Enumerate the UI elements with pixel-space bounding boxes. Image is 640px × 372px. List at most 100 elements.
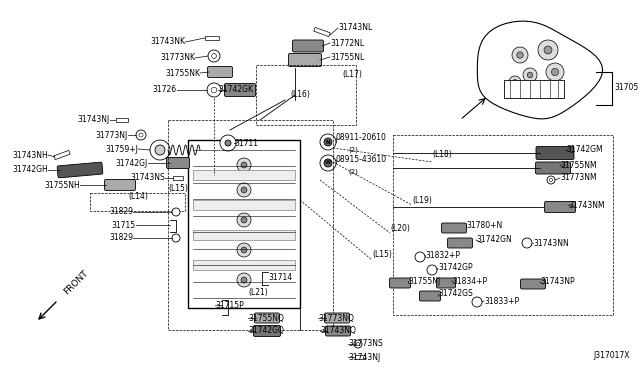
FancyBboxPatch shape [326,326,351,336]
Text: (L15): (L15) [372,250,392,260]
Text: 31773NK: 31773NK [160,54,195,62]
FancyBboxPatch shape [253,326,280,337]
Bar [504,80,564,98]
Text: 31715P: 31715P [215,301,244,310]
Bar [54,150,70,160]
Text: (L14): (L14) [128,192,148,202]
Circle shape [241,247,247,253]
Bar [193,200,295,210]
Circle shape [427,265,437,275]
Circle shape [415,252,425,262]
Circle shape [547,176,555,184]
Circle shape [241,217,247,223]
Bar [168,120,333,330]
Circle shape [544,46,552,54]
Text: 31714: 31714 [268,273,292,282]
Text: J317017X: J317017X [593,352,630,360]
Bar [193,170,295,180]
Circle shape [237,213,251,227]
Text: 31743NL: 31743NL [338,23,372,32]
Text: (L17): (L17) [342,71,362,80]
Text: 31743NH: 31743NH [12,151,48,160]
Circle shape [354,340,362,348]
Circle shape [225,140,231,146]
FancyBboxPatch shape [225,83,255,96]
Circle shape [523,68,537,82]
Text: 31742GQ: 31742GQ [248,327,284,336]
Circle shape [241,187,247,193]
FancyBboxPatch shape [536,162,570,174]
Circle shape [512,47,528,63]
FancyBboxPatch shape [419,291,440,301]
Circle shape [324,159,332,167]
Circle shape [320,134,336,150]
Text: 31711: 31711 [234,138,258,148]
Circle shape [207,83,221,97]
Circle shape [212,54,216,58]
Bar [314,28,330,36]
FancyBboxPatch shape [324,313,349,323]
FancyBboxPatch shape [390,278,410,288]
Circle shape [237,183,251,197]
Text: 31743NP: 31743NP [540,278,575,286]
Circle shape [522,238,532,248]
Bar [193,260,295,270]
Bar [393,135,613,315]
Bar [355,355,365,359]
Text: (L21): (L21) [248,288,268,296]
FancyBboxPatch shape [442,223,467,233]
Text: 31773NM: 31773NM [560,173,596,183]
Circle shape [241,162,247,168]
FancyBboxPatch shape [292,40,323,52]
Circle shape [356,342,360,346]
Text: 31726: 31726 [153,86,177,94]
Circle shape [150,140,170,160]
Circle shape [509,76,521,88]
Text: 31743NQ: 31743NQ [320,327,356,336]
Text: 31742GN: 31742GN [476,235,512,244]
Text: 31832+P: 31832+P [425,250,460,260]
Circle shape [538,40,558,60]
FancyBboxPatch shape [207,67,232,77]
Text: (L16): (L16) [290,90,310,99]
Text: 31742GK: 31742GK [218,86,253,94]
Circle shape [237,158,251,172]
Circle shape [172,234,180,242]
Circle shape [324,138,332,146]
Text: 31773NQ: 31773NQ [318,314,354,323]
Text: W: W [325,160,331,166]
Text: 31755NH: 31755NH [44,180,80,189]
FancyBboxPatch shape [436,278,456,288]
Text: 31743NJ: 31743NJ [348,353,380,362]
Circle shape [517,52,524,58]
Text: 31742GS: 31742GS [438,289,473,298]
Text: 31743NJ: 31743NJ [77,115,110,125]
Circle shape [155,145,165,155]
Bar [188,140,300,308]
Circle shape [513,80,517,84]
Text: (L18): (L18) [432,151,452,160]
Text: 31743NK: 31743NK [150,38,185,46]
Text: (L20): (L20) [390,224,410,232]
Circle shape [552,68,559,76]
Circle shape [549,179,552,182]
Bar [90,193,185,211]
Circle shape [241,277,247,283]
Circle shape [472,297,482,307]
Text: 31755NL: 31755NL [330,52,364,61]
Circle shape [237,243,251,257]
Text: 31742GP: 31742GP [438,263,472,273]
Circle shape [320,155,336,171]
Text: 31755NM: 31755NM [560,160,596,170]
Text: (2): (2) [348,169,358,175]
FancyBboxPatch shape [447,238,472,248]
Text: 31743NS: 31743NS [131,173,165,183]
Text: 31742GH: 31742GH [12,166,48,174]
Text: 31759+J: 31759+J [105,144,138,154]
Circle shape [136,130,146,140]
Circle shape [172,208,180,216]
Text: 31755NQ: 31755NQ [248,314,284,323]
Text: 31833+P: 31833+P [484,296,519,305]
Text: 31742GJ: 31742GJ [116,158,148,167]
Text: (2): (2) [348,147,358,153]
